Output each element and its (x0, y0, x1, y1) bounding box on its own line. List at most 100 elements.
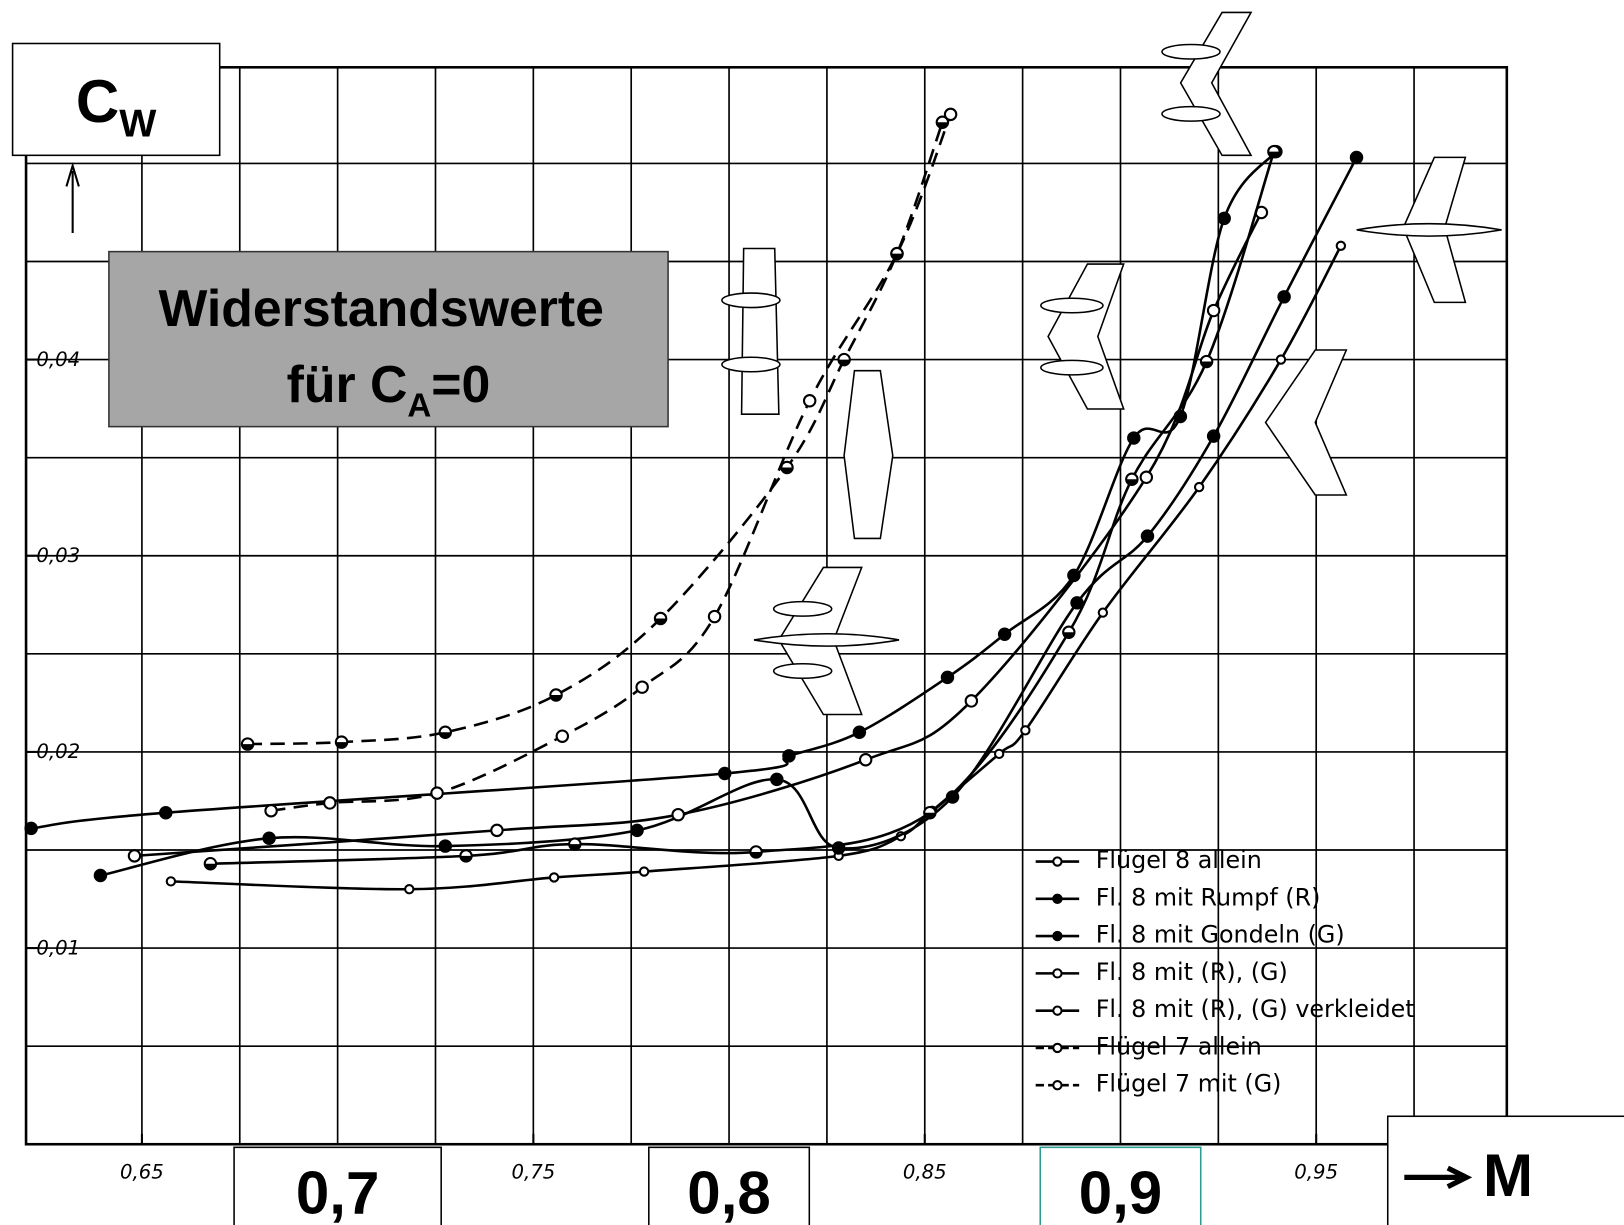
data-point-half (460, 855, 472, 862)
data-point (802, 394, 817, 408)
y-label-box (11, 42, 221, 157)
data-point (1127, 431, 1141, 445)
data-line (270, 113, 952, 813)
x-tick-label: 0,65 (120, 1160, 164, 1183)
legend-marker (1052, 856, 1063, 867)
x-label-box (1386, 1115, 1624, 1225)
data-point (964, 694, 979, 708)
x-major-box (1039, 1146, 1202, 1225)
data-point (490, 823, 504, 838)
data-point (1140, 529, 1155, 543)
data-point (940, 670, 955, 685)
title-line-1: Widerstandswerte (159, 279, 604, 337)
x-tick-label: 0,95 (1294, 1160, 1338, 1183)
legend-marker (1052, 893, 1063, 904)
x-major-label: 0,7 (296, 1160, 379, 1225)
data-point-half (550, 695, 562, 701)
data-point (638, 866, 650, 877)
data-point (1139, 470, 1154, 485)
data-point-half (654, 618, 667, 625)
data-point (264, 804, 278, 818)
data-point (718, 766, 732, 781)
data-point-half (204, 863, 217, 870)
legend-marker (1052, 1042, 1063, 1054)
data-point (630, 823, 644, 838)
y-label: CW (76, 68, 157, 145)
data-point-half (1063, 632, 1075, 638)
legend-marker (1052, 1005, 1063, 1016)
x-major-label: 0,9 (1079, 1160, 1162, 1225)
data-point (262, 831, 276, 845)
data-point (852, 725, 867, 740)
data-point-half (891, 253, 903, 260)
legend-label: Flügel 7 allein (1096, 1032, 1262, 1060)
data-point (1217, 211, 1231, 226)
y-label-sub: W (119, 102, 157, 146)
title-text: für C (287, 355, 408, 413)
data-point (1335, 240, 1347, 251)
data-point (548, 872, 560, 883)
data-point (24, 821, 38, 836)
data-point (555, 729, 570, 743)
x-arrow (1404, 1165, 1473, 1190)
data-line (134, 211, 1263, 858)
data-point (1206, 429, 1221, 443)
legend-marker (1052, 968, 1063, 979)
data-point (707, 609, 722, 624)
y-tick-label: 0,04 (36, 348, 80, 371)
data-point (1193, 481, 1205, 493)
y-tick-label: 0,03 (36, 544, 80, 567)
legend-label: Fl. 8 mit Gondeln (G) (1096, 921, 1345, 949)
x-tick-label: 0,85 (903, 1160, 947, 1183)
data-point (1020, 725, 1031, 736)
data-point-half (1200, 361, 1213, 368)
title-sub: A (407, 387, 431, 424)
data-point-half (335, 742, 348, 748)
data-point (1206, 303, 1221, 318)
data-point (323, 796, 337, 810)
data-point (945, 790, 960, 804)
title-text: =0 (431, 355, 490, 413)
data-point (770, 772, 784, 787)
x-major-box (648, 1146, 811, 1225)
y-arrow (65, 162, 80, 233)
x-tick-label: 0,75 (511, 1160, 555, 1183)
data-point (1349, 150, 1364, 165)
x-major-label: 0,8 (687, 1160, 770, 1225)
legend-label: Fl. 8 mit (R), (G) verkleidet (1096, 995, 1415, 1023)
data-point (1070, 596, 1084, 610)
data-point (858, 753, 873, 767)
data-point-half (241, 744, 254, 750)
title-line-2: für CA=0 (287, 355, 491, 424)
data-point (1275, 354, 1287, 365)
data-point-half (936, 122, 949, 128)
y-tick-label: 0,02 (36, 740, 80, 763)
data-point-half (1268, 151, 1280, 158)
y-label-main: C (76, 68, 119, 135)
data-point-half (924, 812, 936, 819)
legend-label: Fl. 8 mit Rumpf (R) (1096, 883, 1321, 911)
data-point (127, 849, 142, 863)
legend-label: Flügel 7 mit (G) (1096, 1070, 1282, 1098)
data-point (782, 749, 796, 763)
legend-marker (1052, 930, 1063, 942)
legend-label: Flügel 8 allein (1096, 846, 1262, 874)
x-major-box (233, 1146, 442, 1225)
data-point (1097, 607, 1109, 618)
legend-marker (1052, 1080, 1063, 1091)
data-point-half (439, 732, 451, 738)
data-point (93, 868, 108, 883)
data-line (247, 121, 944, 746)
data-point (430, 786, 444, 800)
legend-label: Fl. 8 mit (R), (G) (1096, 958, 1288, 986)
data-point (404, 884, 415, 895)
data-point (943, 107, 958, 122)
title-box (108, 250, 669, 428)
x-label: M (1483, 1142, 1533, 1209)
data-point (635, 680, 649, 694)
data-point (1277, 290, 1291, 304)
aircraft-sketches (721, 11, 1502, 716)
data-point (997, 627, 1012, 641)
data-point (993, 748, 1005, 760)
